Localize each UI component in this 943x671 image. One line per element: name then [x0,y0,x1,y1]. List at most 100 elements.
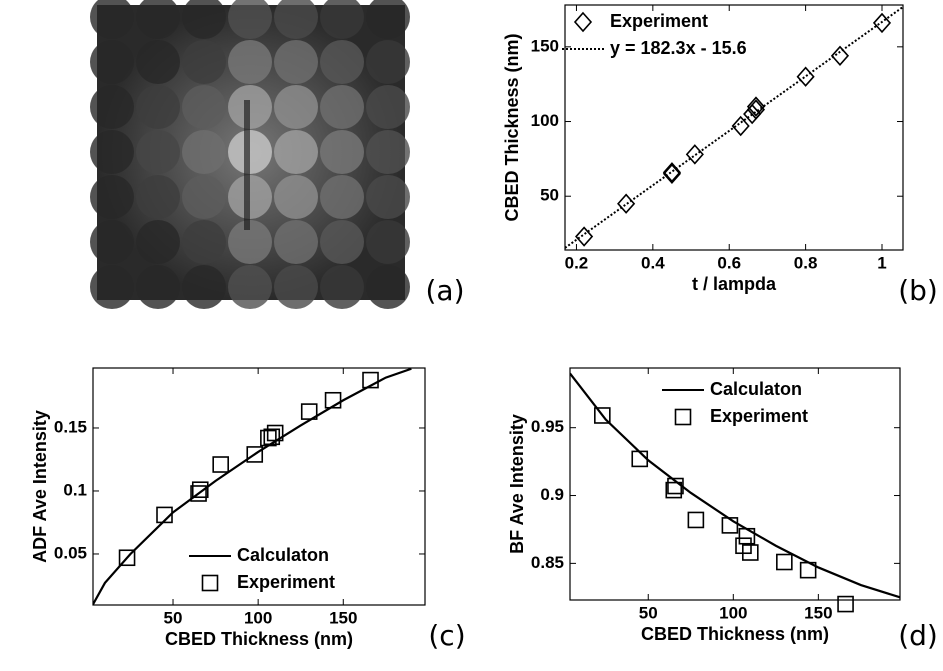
legend-label: Experiment [237,572,335,592]
diffraction-disk [136,265,180,309]
chart-panel: 50 100 150 0.85 0.9 0.95 CBED Thickness (nm) BF… [507,367,938,652]
diamond-marker [662,163,682,185]
square-marker [738,527,756,545]
x-tick-label: 50 [164,608,183,627]
diffraction-disk [274,175,318,219]
x-tick-label: 100 [719,603,747,622]
square-marker [156,506,173,524]
y-axis-label: BF Ave Intensity [507,414,527,554]
diffraction-disk [182,265,226,309]
y-tick-label: 100 [531,111,559,130]
diffraction-disk [90,0,134,39]
diffraction-disk [320,85,364,129]
diffraction-disk [228,220,272,264]
diffraction-disk [366,265,410,309]
square-marker [190,485,207,502]
square-marker [674,408,692,426]
chart-panel: 50 100 150 0.05 0.1 0.15 CBED Thickness (nm) AD… [30,367,466,652]
panel-label: (d) [898,619,938,652]
panel-label: (a) [425,274,464,307]
diffraction-disk [90,265,134,309]
y-axis-label: CBED Thickness (nm) [502,33,522,221]
fit-line [565,6,903,249]
diffraction-disk [90,130,134,174]
square-marker [300,403,318,420]
square-marker [667,477,684,495]
diffraction-disk [182,40,226,84]
diffraction-disk [320,130,364,174]
diffraction-disk [228,40,272,84]
diffraction-disk [274,265,318,309]
diamond-marker [746,96,766,117]
y-tick-label: 0.1 [63,480,87,499]
diffraction-disk [274,40,318,84]
diffraction-disk [136,175,180,219]
x-tick-label: 100 [244,608,272,627]
y-tick-label: 0.05 [54,543,87,562]
x-tick-label: 150 [804,603,832,622]
diamond-marker [731,115,750,137]
legend-label: Calculaton [710,379,802,399]
diffraction-image [90,0,410,309]
plot-area [92,367,426,606]
square-marker [776,553,793,571]
square-marker [362,371,379,389]
diffraction-disk [366,220,410,264]
y-tick-label: 50 [540,186,559,205]
diamond-marker [830,45,850,66]
diffraction-disk [320,220,364,264]
diffraction-disk [366,175,410,219]
diffraction-disk [90,220,134,264]
diffraction-disk [136,220,180,264]
fit-line [570,372,900,599]
diffraction-disk [182,130,226,174]
diamond-marker [575,226,594,247]
panel-label: (c) [428,619,465,652]
image-split [244,100,250,230]
diamond-marker [746,99,766,120]
square-marker [191,481,209,499]
x-tick-label: 0.6 [717,253,741,272]
x-tick-label: 1 [877,253,886,272]
diffraction-disk [182,175,226,219]
diffraction-disk [90,175,134,219]
square-marker [799,561,817,579]
diffraction-disk [366,40,410,84]
square-marker [324,391,342,409]
fit-line [93,368,412,605]
diffraction-disk [136,85,180,129]
x-axis-label: CBED Thickness (nm) [641,624,829,644]
diffraction-disk [228,0,272,39]
x-axis-label: CBED Thickness (nm) [165,629,353,649]
x-tick-label: 0.4 [641,253,665,272]
diffraction-disk [366,130,410,174]
square-marker [201,574,219,592]
diffraction-disk [182,0,226,39]
y-tick-label: 150 [531,36,559,55]
square-marker [212,456,229,473]
square-marker [246,446,264,463]
diffraction-disk [320,40,364,84]
diamond-marker [872,12,892,34]
diffraction-disk [366,0,410,39]
diffraction-disk [274,0,318,39]
diffraction-disk [136,40,180,84]
x-axis-label: t / lampda [692,274,777,294]
y-tick-label: 0.85 [531,553,564,572]
x-tick-label: 0.8 [794,253,818,272]
panel-label: (b) [898,274,938,307]
square-marker [742,544,759,561]
diffraction-disk [136,130,180,174]
square-marker [665,481,683,499]
diffraction-disk [90,85,134,129]
y-tick-label: 0.95 [531,417,564,436]
x-tick-label: 50 [639,603,658,622]
square-marker [687,511,705,529]
y-axis-label: ADF Ave Intensity [30,410,50,563]
legend-label: Experiment [610,11,708,31]
diffraction-disk [320,0,364,39]
x-tick-label: 150 [329,608,357,627]
